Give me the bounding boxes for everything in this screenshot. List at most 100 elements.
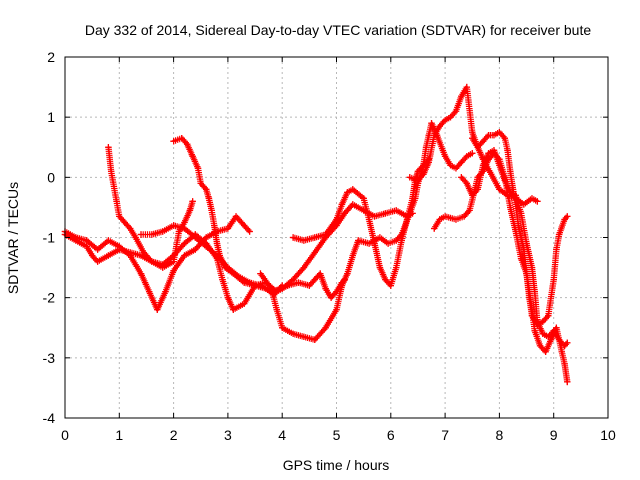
data-point: [561, 360, 568, 368]
data-point: [365, 240, 373, 247]
data-point: [460, 213, 468, 220]
data-point: [469, 129, 476, 136]
data-point: [452, 107, 460, 115]
data-point: [479, 162, 487, 169]
data-point: [365, 216, 373, 223]
data-point: [539, 318, 547, 325]
x-tick-label: 1: [115, 427, 123, 443]
data-point: [178, 135, 185, 142]
data-point: [189, 153, 196, 160]
data-point: [224, 264, 232, 271]
data-point: [246, 228, 253, 235]
data-point: [219, 276, 226, 283]
data-point: [289, 330, 297, 337]
data-point: [517, 210, 525, 217]
data-point: [520, 201, 528, 208]
x-tick-label: 8: [496, 427, 504, 443]
data-point: [393, 237, 400, 244]
data-point: [528, 195, 536, 202]
data-point: [517, 255, 525, 262]
data-point: [246, 279, 253, 286]
data-point: [534, 198, 541, 205]
data-point: [469, 192, 476, 199]
x-tick-label: 10: [600, 427, 616, 443]
y-tick-label: -2: [43, 290, 56, 306]
x-tick-label: 5: [333, 427, 341, 443]
data-point: [137, 231, 145, 238]
series-track-k: [458, 147, 571, 349]
data-point: [447, 162, 454, 169]
y-tick-label: -3: [43, 350, 56, 366]
data-point: [105, 252, 112, 259]
data-series: [61, 83, 571, 386]
data-point: [376, 234, 384, 241]
data-point: [355, 237, 362, 244]
data-point: [441, 213, 449, 220]
data-point: [501, 135, 509, 142]
data-point: [116, 213, 123, 220]
data-point: [553, 246, 560, 253]
data-point: [295, 279, 302, 286]
data-point: [428, 119, 435, 127]
data-point: [488, 171, 495, 178]
data-point: [341, 210, 348, 217]
data-point: [170, 267, 177, 274]
data-point: [213, 252, 221, 259]
data-point: [526, 294, 533, 301]
data-point: [322, 324, 329, 331]
data-point: [137, 270, 145, 277]
data-point: [452, 165, 460, 172]
data-point: [202, 234, 210, 241]
data-point: [202, 186, 210, 193]
data-point: [126, 225, 134, 232]
data-point: [197, 180, 204, 187]
data-point: [159, 228, 166, 235]
data-point: [159, 264, 166, 271]
data-point: [550, 327, 557, 334]
data-point: [279, 324, 286, 331]
data-point: [224, 294, 232, 301]
data-point: [422, 144, 430, 151]
plus-markers: [431, 150, 571, 386]
data-point: [474, 186, 481, 193]
data-point: [257, 282, 264, 289]
data-point: [420, 171, 427, 178]
data-point: [469, 135, 476, 142]
data-point: [205, 195, 213, 202]
data-point: [458, 159, 465, 166]
data-point: [273, 306, 280, 313]
data-point: [531, 327, 538, 334]
data-point: [523, 240, 530, 247]
data-point: [194, 165, 202, 172]
data-point: [485, 150, 492, 157]
data-point: [523, 270, 530, 277]
data-point: [403, 216, 411, 223]
data-point: [322, 285, 329, 292]
data-point: [116, 246, 123, 253]
series-trace: [260, 121, 473, 341]
y-tick-label: 2: [47, 49, 55, 65]
data-point: [485, 132, 492, 139]
data-point: [154, 306, 161, 313]
data-point: [539, 330, 547, 337]
data-point: [327, 294, 335, 301]
data-point: [113, 198, 120, 205]
data-point: [300, 333, 308, 340]
data-point: [496, 186, 503, 193]
data-point: [382, 210, 389, 217]
data-point: [145, 288, 153, 295]
data-point: [398, 237, 405, 244]
data-point: [349, 201, 356, 208]
data-point: [393, 264, 400, 271]
data-point: [208, 207, 215, 214]
x-tick-label: 3: [224, 427, 232, 443]
data-point: [512, 192, 519, 199]
data-point: [311, 276, 318, 283]
data-point: [542, 348, 549, 356]
plus-markers: [61, 198, 196, 271]
data-point: [240, 300, 248, 307]
data-point: [425, 159, 433, 166]
data-point: [289, 276, 297, 283]
data-point: [371, 240, 378, 247]
